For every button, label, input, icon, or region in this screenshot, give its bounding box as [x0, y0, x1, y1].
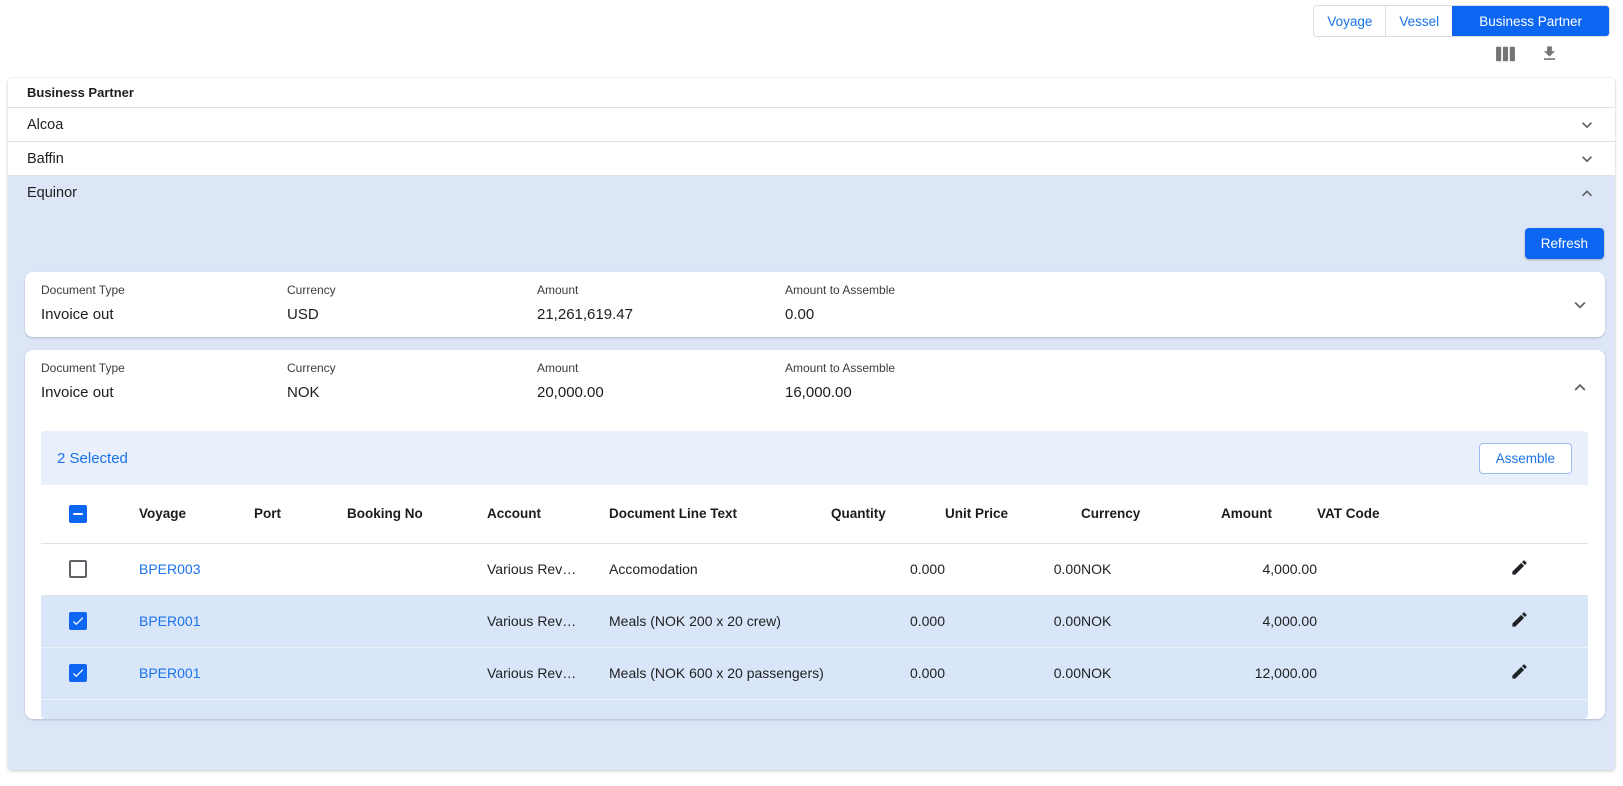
account-cell: Various Rev… — [487, 647, 609, 700]
booking-no-cell — [347, 595, 487, 648]
port-cell — [254, 543, 347, 596]
currency-cell: NOK — [1081, 595, 1221, 648]
document-line-text-cell: Meals (NOK 600 x 20 passengers) — [609, 647, 831, 700]
document-type-value: Invoice out — [41, 306, 114, 323]
col-header-booking-no: Booking No — [347, 485, 487, 544]
refresh-button[interactable]: Refresh — [1524, 228, 1604, 259]
col-header-port: Port — [254, 485, 347, 544]
doc-group-card-usd[interactable]: Document Type Currency Amount Amount to … — [25, 272, 1605, 337]
port-cell — [254, 647, 347, 700]
view-tab-group: Voyage Vessel Business Partner — [1313, 5, 1610, 37]
amount-to-assemble-value: 16,000.00 — [785, 384, 852, 401]
selection-toolbar: 2 Selected Assemble — [41, 431, 1588, 485]
row-checkbox[interactable] — [69, 612, 87, 630]
tab-voyage[interactable]: Voyage — [1314, 6, 1386, 36]
select-all-checkbox[interactable] — [69, 504, 87, 523]
selected-count: 2 Selected — [57, 449, 128, 467]
doc-group-card-nok: Document Type Currency Amount Amount to … — [25, 350, 1605, 719]
partner-name: Alcoa — [27, 116, 64, 133]
col-header-voyage: Voyage — [139, 485, 254, 544]
account-cell: Various Rev… — [487, 543, 609, 596]
vat-code-cell — [1317, 595, 1451, 648]
chevron-down-icon[interactable] — [1577, 115, 1597, 135]
tab-business-partner[interactable]: Business Partner — [1452, 6, 1609, 36]
quantity-cell: 0.000 — [831, 595, 945, 648]
vat-code-cell — [1317, 647, 1451, 700]
business-partner-panel: Business Partner Alcoa Baffin Equinor Re… — [8, 78, 1615, 770]
amount-cell: 4,000.00 — [1221, 595, 1317, 648]
chevron-down-icon[interactable] — [1577, 149, 1597, 169]
amount-value: 20,000.00 — [537, 384, 604, 401]
unit-price-cell: 0.00 — [945, 543, 1081, 596]
voyage-link[interactable]: BPER001 — [139, 613, 201, 629]
field-label-document-type: Document Type — [41, 283, 125, 297]
document-line-text-cell: Accomodation — [609, 543, 831, 596]
field-label-amount: Amount — [537, 361, 579, 375]
currency-cell: NOK — [1081, 647, 1221, 700]
field-label-currency: Currency — [287, 361, 336, 375]
refresh-row: Refresh — [8, 210, 1615, 259]
amount-to-assemble-value: 0.00 — [785, 306, 815, 323]
invoice-lines-container: 2 Selected Assemble Voyage Port — [41, 431, 1588, 719]
quantity-cell: 0.000 — [831, 647, 945, 700]
chevron-up-icon[interactable] — [1577, 183, 1597, 203]
equinor-expanded-section: Equinor Refresh Document Type Currency A… — [8, 176, 1615, 770]
business-partner-column-header: Business Partner — [8, 78, 1615, 108]
invoice-lines-table: Voyage Port Booking No Account Document … — [41, 485, 1588, 700]
chevron-up-icon[interactable] — [1569, 376, 1591, 398]
edit-icon[interactable] — [1510, 558, 1529, 577]
partner-row-alcoa[interactable]: Alcoa — [8, 108, 1615, 142]
currency-cell: NOK — [1081, 543, 1221, 596]
unit-price-cell: 0.00 — [945, 647, 1081, 700]
unit-price-cell: 0.00 — [945, 595, 1081, 648]
amount-cell: 12,000.00 — [1221, 647, 1317, 700]
edit-icon[interactable] — [1510, 662, 1529, 681]
booking-no-cell — [347, 543, 487, 596]
field-label-amount-to-assemble: Amount to Assemble — [785, 361, 896, 375]
partner-row-equinor[interactable]: Equinor — [8, 176, 1615, 210]
voyage-link[interactable]: BPER003 — [139, 561, 201, 577]
amount-cell: 4,000.00 — [1221, 543, 1317, 596]
col-header-currency: Currency — [1081, 485, 1221, 544]
partner-row-baffin[interactable]: Baffin — [8, 142, 1615, 176]
lines-header-row: Voyage Port Booking No Account Document … — [41, 485, 1588, 544]
booking-no-cell — [347, 647, 487, 700]
assemble-button[interactable]: Assemble — [1478, 442, 1572, 474]
quantity-cell: 0.000 — [831, 543, 945, 596]
partner-name: Equinor — [27, 185, 77, 201]
document-type-value: Invoice out — [41, 384, 114, 401]
invoice-line-row: BPER003 Various Rev… Accomodation 0.000 … — [41, 543, 1588, 596]
account-cell: Various Rev… — [487, 595, 609, 648]
col-header-quantity: Quantity — [831, 485, 945, 544]
edit-icon[interactable] — [1510, 610, 1529, 629]
table-footer-spacer — [41, 699, 1588, 719]
field-label-currency: Currency — [287, 283, 336, 297]
partner-name: Baffin — [27, 150, 64, 167]
invoice-line-row: BPER001 Various Rev… Meals (NOK 600 x 20… — [41, 647, 1588, 700]
col-header-amount: Amount — [1221, 485, 1317, 544]
table-toolbar — [1495, 44, 1559, 63]
vat-code-cell — [1317, 543, 1451, 596]
field-label-amount: Amount — [537, 283, 579, 297]
field-label-document-type: Document Type — [41, 361, 125, 375]
currency-value: USD — [287, 306, 319, 323]
tab-vessel[interactable]: Vessel — [1385, 6, 1453, 36]
voyage-link[interactable]: BPER001 — [139, 665, 201, 681]
field-label-amount-to-assemble: Amount to Assemble — [785, 283, 896, 297]
row-checkbox[interactable] — [69, 664, 87, 682]
currency-value: NOK — [287, 384, 320, 401]
port-cell — [254, 595, 347, 648]
row-checkbox[interactable] — [69, 560, 87, 578]
invoice-line-row: BPER001 Various Rev… Meals (NOK 200 x 20… — [41, 595, 1588, 648]
chevron-down-icon[interactable] — [1569, 294, 1591, 316]
columns-icon[interactable] — [1495, 45, 1516, 63]
download-icon[interactable] — [1540, 44, 1559, 63]
amount-value: 21,261,619.47 — [537, 306, 633, 323]
document-line-text-cell: Meals (NOK 200 x 20 crew) — [609, 595, 831, 648]
col-header-account: Account — [487, 485, 609, 544]
col-header-vat-code: VAT Code — [1317, 485, 1451, 544]
col-header-unit-price: Unit Price — [945, 485, 1081, 544]
col-header-document-line-text: Document Line Text — [609, 485, 831, 544]
